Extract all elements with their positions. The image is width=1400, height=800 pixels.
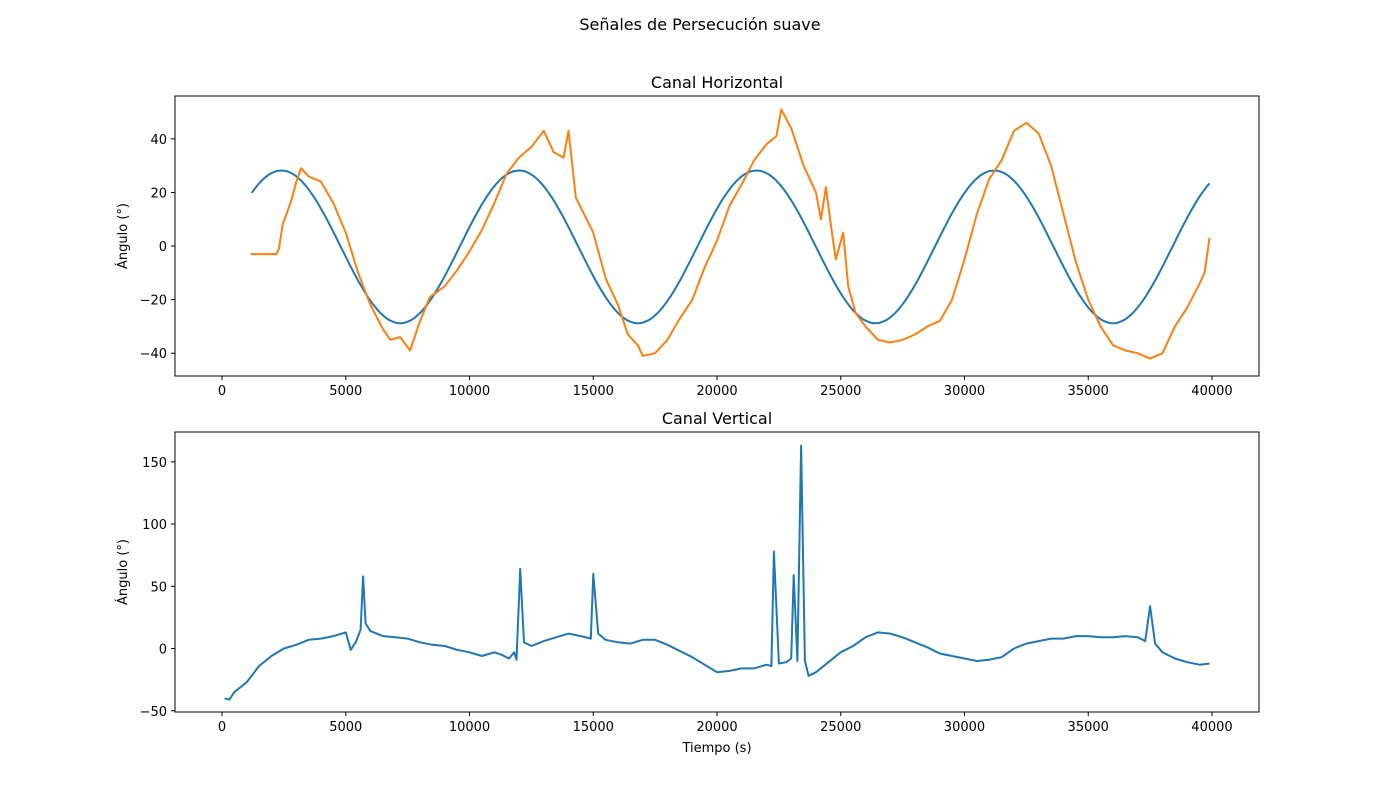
horizontal-channel-title: Canal Horizontal: [651, 73, 783, 92]
x-tick-label: 20000: [696, 384, 737, 399]
x-tick-label: 10000: [449, 384, 490, 399]
horizontal-channel-axes: Canal Horizontal Ángulo (°) 0 5000 10000 15…: [115, 73, 1260, 399]
y-tick-label: 0: [159, 643, 167, 658]
y-tick-label: 150: [142, 456, 167, 471]
vertical-channel-frame: [174, 431, 1260, 713]
y-tick-label: 20: [150, 186, 167, 201]
figure-suptitle: Señales de Persecución suave: [579, 15, 820, 34]
x-tick-label: 35000: [1068, 384, 1109, 399]
y-tick-label: −20: [140, 294, 167, 309]
vertical-channel-axes: Canal Vertical Ángulo (°) Tiempo (s) 0 50…: [115, 409, 1260, 756]
x-tick-label: 0: [218, 384, 226, 399]
y-tick-label: 40: [150, 133, 167, 148]
vertical-channel-xlabel: Tiempo (s): [681, 741, 751, 756]
y-tick-label: −40: [140, 347, 167, 362]
x-tick-label: 40000: [1191, 720, 1232, 735]
y-tick-label: 0: [159, 240, 167, 255]
x-tick-label: 15000: [573, 384, 614, 399]
horizontal-channel-ticks: 0 5000 10000 15000 20000 25000 30000 35000 40000…: [140, 133, 1233, 399]
x-tick-label: 30000: [944, 384, 985, 399]
x-tick-label: 15000: [573, 720, 614, 735]
x-tick-label: 0: [218, 720, 226, 735]
x-tick-label: 10000: [449, 720, 490, 735]
y-tick-label: 100: [142, 518, 167, 533]
x-tick-label: 30000: [944, 720, 985, 735]
x-tick-label: 25000: [820, 720, 861, 735]
x-tick-label: 40000: [1191, 384, 1232, 399]
vertical-channel-title: Canal Vertical: [662, 409, 772, 428]
x-tick-label: 35000: [1068, 720, 1109, 735]
y-tick-label: −50: [140, 705, 167, 720]
horizontal-channel-frame: [174, 95, 1260, 377]
horizontal-channel-series: [250, 108, 1211, 360]
series-line-1: [250, 169, 1211, 325]
vertical-channel-series: [224, 444, 1210, 701]
vertical-channel-ylabel: Ángulo (°): [115, 539, 131, 605]
x-tick-label: 5000: [329, 384, 362, 399]
horizontal-channel-ylabel: Ángulo (°): [115, 203, 131, 269]
vertical-channel-ticks: 0 5000 10000 15000 20000 25000 30000 35000 40000…: [140, 456, 1233, 735]
series-line-1: [224, 444, 1210, 701]
x-tick-label: 5000: [329, 720, 362, 735]
x-tick-label: 25000: [820, 384, 861, 399]
series-line-2: [250, 108, 1211, 360]
y-tick-label: 50: [150, 580, 167, 595]
x-tick-label: 20000: [696, 720, 737, 735]
